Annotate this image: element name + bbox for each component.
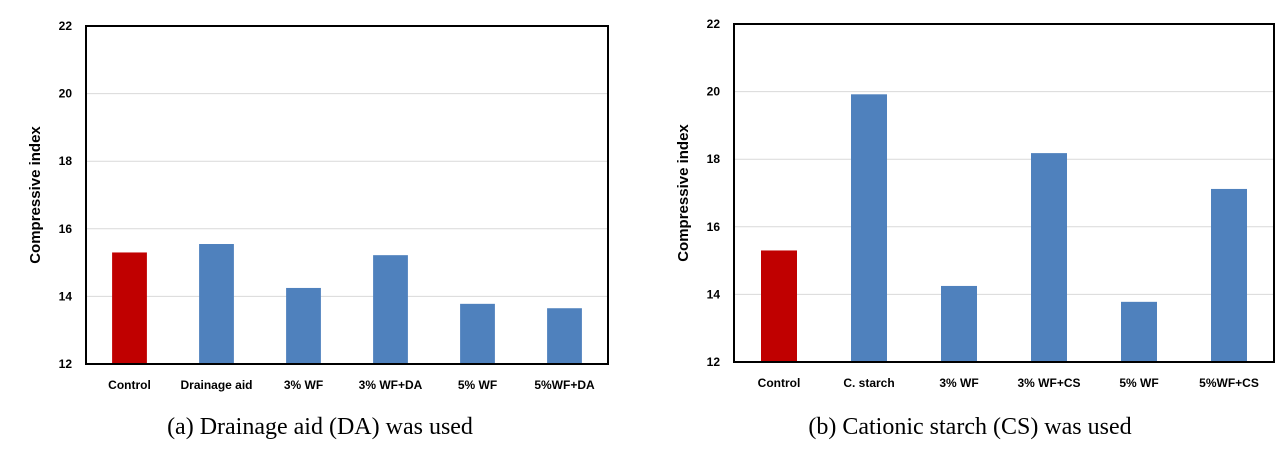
x-tick-label: Drainage aid [180, 378, 252, 392]
y-tick-label: 16 [707, 220, 721, 234]
bar-5-wf-cs [1211, 188, 1247, 362]
x-tick-label: C. starch [843, 376, 894, 390]
y-tick-label: 16 [59, 222, 73, 236]
x-tick-label: Control [108, 378, 151, 392]
bar-3-wf [286, 287, 321, 364]
bar-chart-a: 12 14 16 18 20 22 Control Drainage aid 3% WF 3% W… [27, 19, 609, 440]
chart-panel-a: 12 14 16 18 20 22 Control Drainage aid 3% WF 3% W… [0, 0, 640, 454]
y-tick-label: 14 [59, 289, 73, 303]
chart-caption-b: (b) Cationic starch (CS) was used [808, 414, 1131, 440]
x-tick-label: Control [758, 376, 801, 390]
bar-control [761, 250, 797, 362]
y-tick-label: 20 [707, 85, 721, 99]
x-tick-label: 5%WF+CS [1199, 376, 1259, 390]
bar-5-wf-da [547, 308, 582, 364]
bar-5-wf [460, 303, 495, 364]
bar-drainage-aid [199, 244, 234, 364]
bar-3-wf [941, 285, 977, 362]
bar-5-wf [1121, 301, 1157, 362]
x-tick-label: 5%WF+DA [534, 378, 595, 392]
y-tick-label: 18 [707, 152, 721, 166]
plot-frame [85, 25, 609, 365]
y-axis-title: Compressive index [675, 124, 692, 262]
y-tick-label: 20 [59, 87, 73, 101]
y-tick-label: 22 [59, 19, 73, 33]
bar-chart-b: 12 14 16 18 20 22 Control C. starch 3% WF 3% WF+C… [675, 17, 1275, 440]
chart-caption-a: (a) Drainage aid (DA) was used [167, 414, 473, 440]
x-tick-label: 3% WF+CS [1017, 376, 1080, 390]
y-tick-label: 12 [707, 355, 721, 369]
bar-3-wf-da [373, 255, 408, 364]
y-axis-title: Compressive index [27, 126, 44, 264]
x-tick-label: 3% WF [939, 376, 978, 390]
x-tick-label: 5% WF [1119, 376, 1158, 390]
bar-c-starch [851, 94, 887, 362]
y-tick-label: 12 [59, 357, 73, 371]
y-tick-label: 22 [707, 17, 721, 31]
bar-3-wf-cs [1031, 153, 1067, 362]
bar-control [112, 252, 147, 364]
x-tick-label: 3% WF+DA [359, 378, 423, 392]
y-tick-label: 18 [59, 154, 73, 168]
plot-frame [733, 23, 1275, 363]
x-tick-label: 5% WF [458, 378, 497, 392]
chart-panel-b: 12 14 16 18 20 22 Control C. starch 3% WF 3% WF+C… [648, 0, 1288, 454]
y-tick-label: 14 [707, 287, 721, 301]
x-tick-label: 3% WF [284, 378, 323, 392]
